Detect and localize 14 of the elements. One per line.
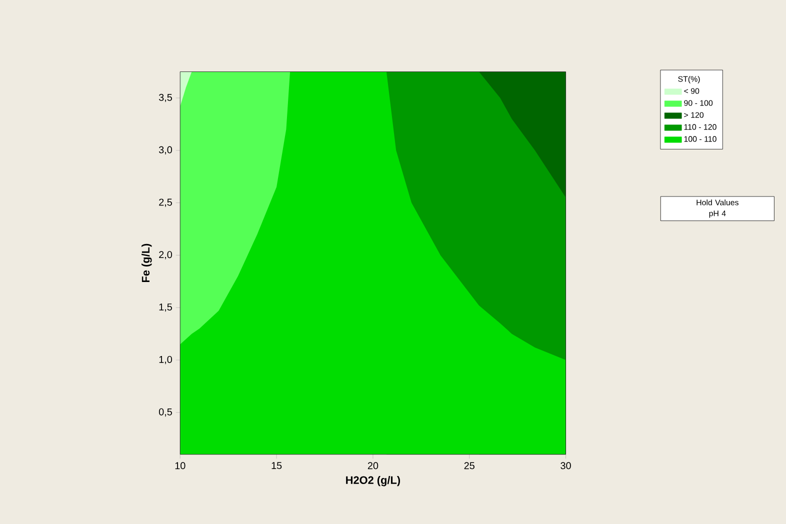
y-tick-label: 2,0 xyxy=(159,251,172,260)
x-tick-label: 10 xyxy=(175,462,186,470)
x-tick-label: 15 xyxy=(272,462,282,469)
y-tick-label: 3,0 xyxy=(158,146,172,154)
y-tick-label: 2,5 xyxy=(159,198,172,207)
y-tick-label: 0,5 xyxy=(158,408,172,416)
y-axis-title: Fe (g/L) xyxy=(142,244,152,282)
x-axis-title: H2O2 (g/L) xyxy=(346,476,400,486)
x-tick-label: 25 xyxy=(464,462,474,470)
x-tick-label: 20 xyxy=(368,462,378,470)
x-tick-label: 30 xyxy=(560,462,571,470)
y-tick-label: 3,5 xyxy=(158,94,172,102)
y-tick-label: 1,5 xyxy=(159,304,172,312)
y-tick-label: 1,0 xyxy=(159,356,172,364)
